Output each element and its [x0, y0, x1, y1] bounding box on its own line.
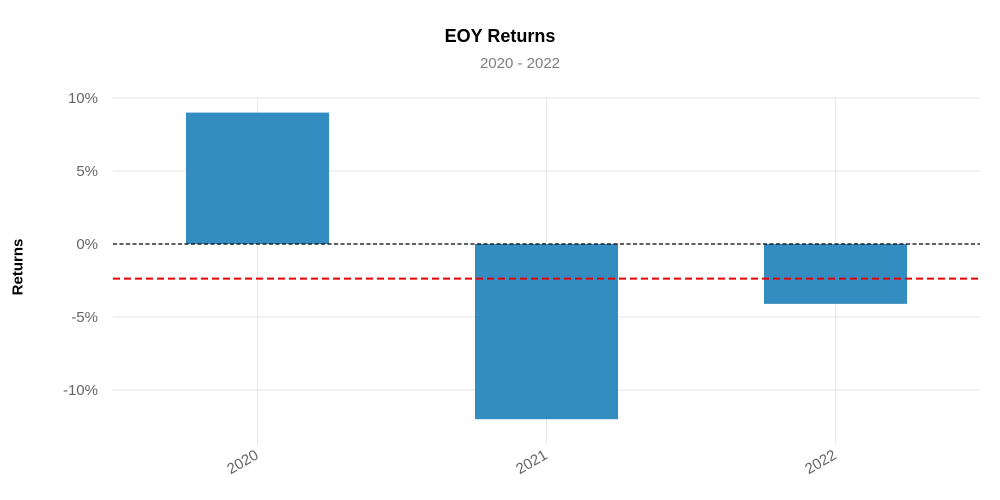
- chart-title: EOY Returns: [444, 26, 556, 46]
- y-tick-layer: 10% 5% 0% -5% -10%: [63, 90, 98, 399]
- x-tick-layer: 2020 2021 2022: [224, 447, 839, 478]
- reference-line-layer: [113, 243, 980, 280]
- y-tick-label: 10%: [68, 90, 98, 107]
- y-tick-label: -10%: [63, 382, 98, 399]
- bar-2021: [474, 244, 619, 420]
- bar-2020: [185, 112, 330, 244]
- x-tick-label: 2022: [802, 447, 839, 478]
- bar-layer: [185, 112, 908, 420]
- chart-subtitle: 2020 - 2022: [479, 55, 561, 72]
- y-tick-label: -5%: [71, 309, 98, 326]
- bar-2022: [763, 244, 908, 304]
- x-tick-label: 2020: [224, 447, 261, 478]
- y-tick-label: 5%: [76, 163, 98, 180]
- y-tick-label: 0%: [76, 236, 98, 253]
- x-tick-label: 2021: [513, 447, 550, 478]
